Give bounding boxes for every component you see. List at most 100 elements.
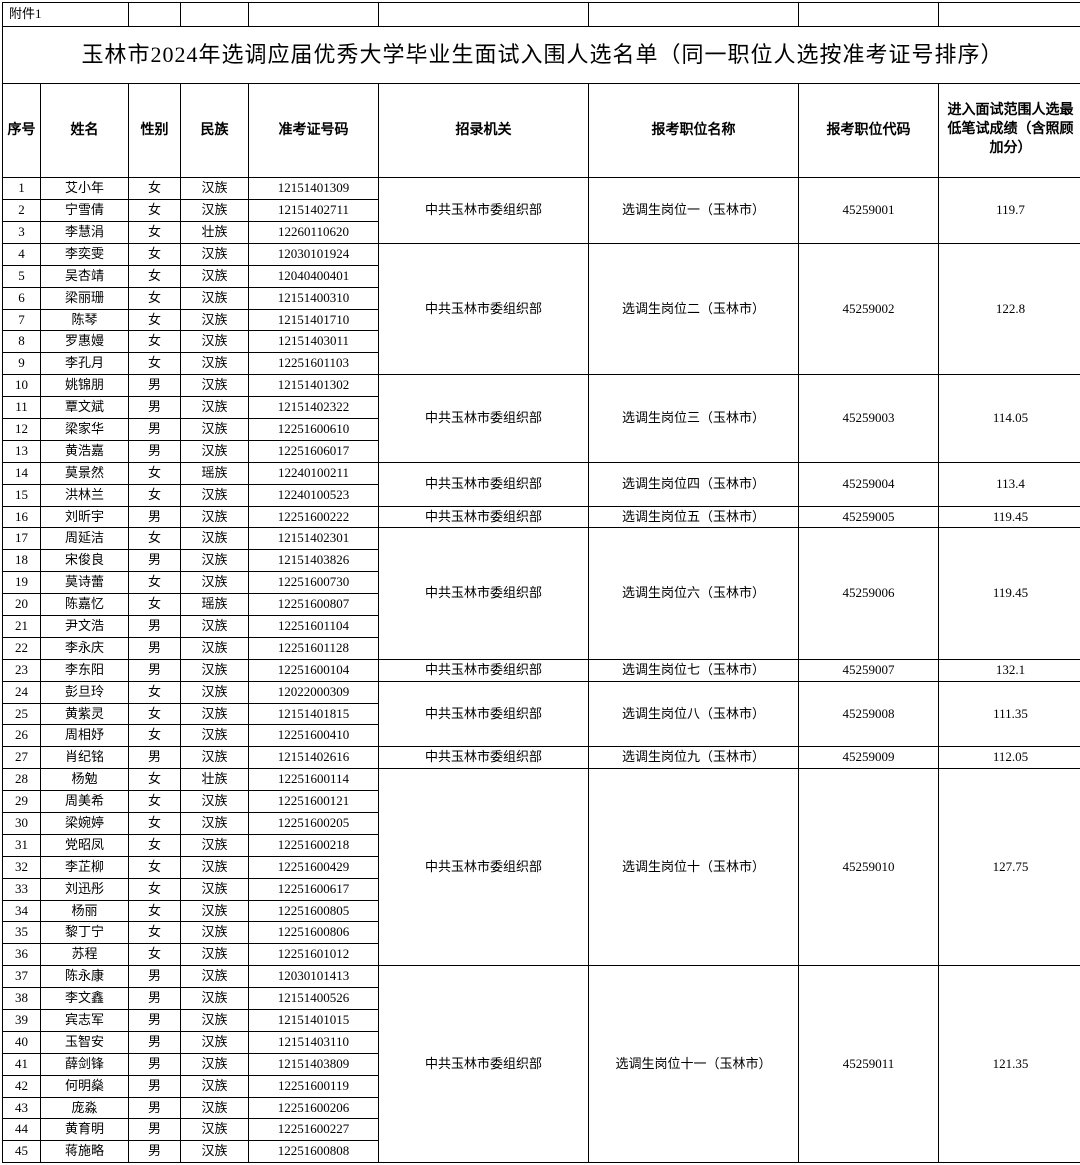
- cell-sex: 女: [129, 221, 181, 243]
- cell-name: 尹文浩: [41, 615, 129, 637]
- cell-name: 玉智安: [41, 1031, 129, 1053]
- cell-pos: 选调生岗位九（玉林市）: [589, 747, 799, 769]
- cell-name: 宋俊良: [41, 550, 129, 572]
- cell-sex: 男: [129, 615, 181, 637]
- cell-code: 45259011: [799, 966, 939, 1163]
- cell-exam: 12030101924: [249, 243, 379, 265]
- cell-sex: 女: [129, 900, 181, 922]
- cell-name: 李永庆: [41, 637, 129, 659]
- cell-exam: 12151400526: [249, 988, 379, 1010]
- cell-eth: 汉族: [181, 353, 249, 375]
- cell-org: 中共玉林市委组织部: [379, 462, 589, 506]
- cell-score: 127.75: [939, 769, 1080, 966]
- cell-name: 梁丽珊: [41, 287, 129, 309]
- cell-code: 45259007: [799, 659, 939, 681]
- cell-exam: 12240100211: [249, 462, 379, 484]
- cell-idx: 24: [3, 681, 41, 703]
- cell-org: 中共玉林市委组织部: [379, 659, 589, 681]
- cell-eth: 汉族: [181, 856, 249, 878]
- cell-idx: 10: [3, 375, 41, 397]
- cell-eth: 汉族: [181, 528, 249, 550]
- cell-sex: 男: [129, 659, 181, 681]
- cell-idx: 8: [3, 331, 41, 353]
- cell-name: 黄育明: [41, 1119, 129, 1141]
- cell-exam: 12251600218: [249, 834, 379, 856]
- cell-idx: 32: [3, 856, 41, 878]
- cell-idx: 23: [3, 659, 41, 681]
- cell-exam: 12251601012: [249, 944, 379, 966]
- table-row: 14莫景然女瑶族12240100211中共玉林市委组织部选调生岗位四（玉林市）4…: [3, 462, 1080, 484]
- cell-pos: 选调生岗位五（玉林市）: [589, 506, 799, 528]
- cell-org: 中共玉林市委组织部: [379, 375, 589, 463]
- cell-name: 黎丁宁: [41, 922, 129, 944]
- cell-sex: 男: [129, 988, 181, 1010]
- cell-exam: 12251600119: [249, 1075, 379, 1097]
- cell-code: 45259005: [799, 506, 939, 528]
- cell-pos: 选调生岗位十（玉林市）: [589, 769, 799, 966]
- cell-name: 姚锦朋: [41, 375, 129, 397]
- cell-eth: 汉族: [181, 747, 249, 769]
- cell-name: 莫景然: [41, 462, 129, 484]
- cell-idx: 39: [3, 1010, 41, 1032]
- cell-pos: 选调生岗位三（玉林市）: [589, 375, 799, 463]
- cell-eth: 汉族: [181, 1075, 249, 1097]
- cell-name: 艾小年: [41, 178, 129, 200]
- col-header-idx: 序号: [3, 84, 41, 178]
- cell-idx: 45: [3, 1141, 41, 1163]
- cell-sex: 男: [129, 637, 181, 659]
- cell-score: 119.45: [939, 506, 1080, 528]
- cell-code: 45259001: [799, 178, 939, 244]
- cell-exam: 12151402711: [249, 200, 379, 222]
- cell-score: 121.35: [939, 966, 1080, 1163]
- cell-name: 党昭凤: [41, 834, 129, 856]
- cell-idx: 14: [3, 462, 41, 484]
- roster-table: 附件1 玉林市2024年选调应届优秀大学毕业生面试入围人选名单（同一职位人选按准…: [2, 2, 1080, 1163]
- cell-name: 陈嘉忆: [41, 594, 129, 616]
- cell-name: 李东阳: [41, 659, 129, 681]
- cell-idx: 42: [3, 1075, 41, 1097]
- cell-exam: 12251600610: [249, 418, 379, 440]
- cell-exam: 12251600227: [249, 1119, 379, 1141]
- cell-idx: 13: [3, 440, 41, 462]
- cell-name: 李孔月: [41, 353, 129, 375]
- cell-eth: 汉族: [181, 200, 249, 222]
- cell-eth: 汉族: [181, 681, 249, 703]
- cell-idx: 9: [3, 353, 41, 375]
- cell-sex: 男: [129, 418, 181, 440]
- cell-name: 梁婉婷: [41, 812, 129, 834]
- cell-exam: 12151403011: [249, 331, 379, 353]
- cell-exam: 12251600205: [249, 812, 379, 834]
- cell-exam: 12040400401: [249, 265, 379, 287]
- col-header-org: 招录机关: [379, 84, 589, 178]
- cell-name: 宾志军: [41, 1010, 129, 1032]
- cell-name: 杨勉: [41, 769, 129, 791]
- cell-sex: 女: [129, 309, 181, 331]
- cell-exam: 12251600805: [249, 900, 379, 922]
- cell-exam: 12251600429: [249, 856, 379, 878]
- attachment-label: 附件1: [3, 3, 129, 27]
- header-row: 序号 姓名 性别 民族 准考证号码 招录机关 报考职位名称 报考职位代码 进入面…: [3, 84, 1080, 178]
- cell-sex: 女: [129, 834, 181, 856]
- cell-sex: 女: [129, 331, 181, 353]
- cell-name: 彭旦玲: [41, 681, 129, 703]
- cell-idx: 35: [3, 922, 41, 944]
- table-row: 24彭旦玲女汉族12022000309中共玉林市委组织部选调生岗位八（玉林市）4…: [3, 681, 1080, 703]
- col-header-name: 姓名: [41, 84, 129, 178]
- cell-idx: 21: [3, 615, 41, 637]
- cell-pos: 选调生岗位八（玉林市）: [589, 681, 799, 747]
- cell-sex: 女: [129, 922, 181, 944]
- table-body: 1艾小年女汉族12151401309中共玉林市委组织部选调生岗位一（玉林市）45…: [3, 178, 1080, 1163]
- cell-eth: 汉族: [181, 834, 249, 856]
- cell-eth: 汉族: [181, 1119, 249, 1141]
- cell-exam: 12251601103: [249, 353, 379, 375]
- cell-eth: 汉族: [181, 440, 249, 462]
- cell-idx: 33: [3, 878, 41, 900]
- cell-idx: 19: [3, 572, 41, 594]
- cell-idx: 5: [3, 265, 41, 287]
- cell-name: 蒋施略: [41, 1141, 129, 1163]
- cell-idx: 36: [3, 944, 41, 966]
- cell-score: 119.45: [939, 528, 1080, 659]
- cell-eth: 汉族: [181, 725, 249, 747]
- cell-score: 114.05: [939, 375, 1080, 463]
- cell-name: 刘昕宇: [41, 506, 129, 528]
